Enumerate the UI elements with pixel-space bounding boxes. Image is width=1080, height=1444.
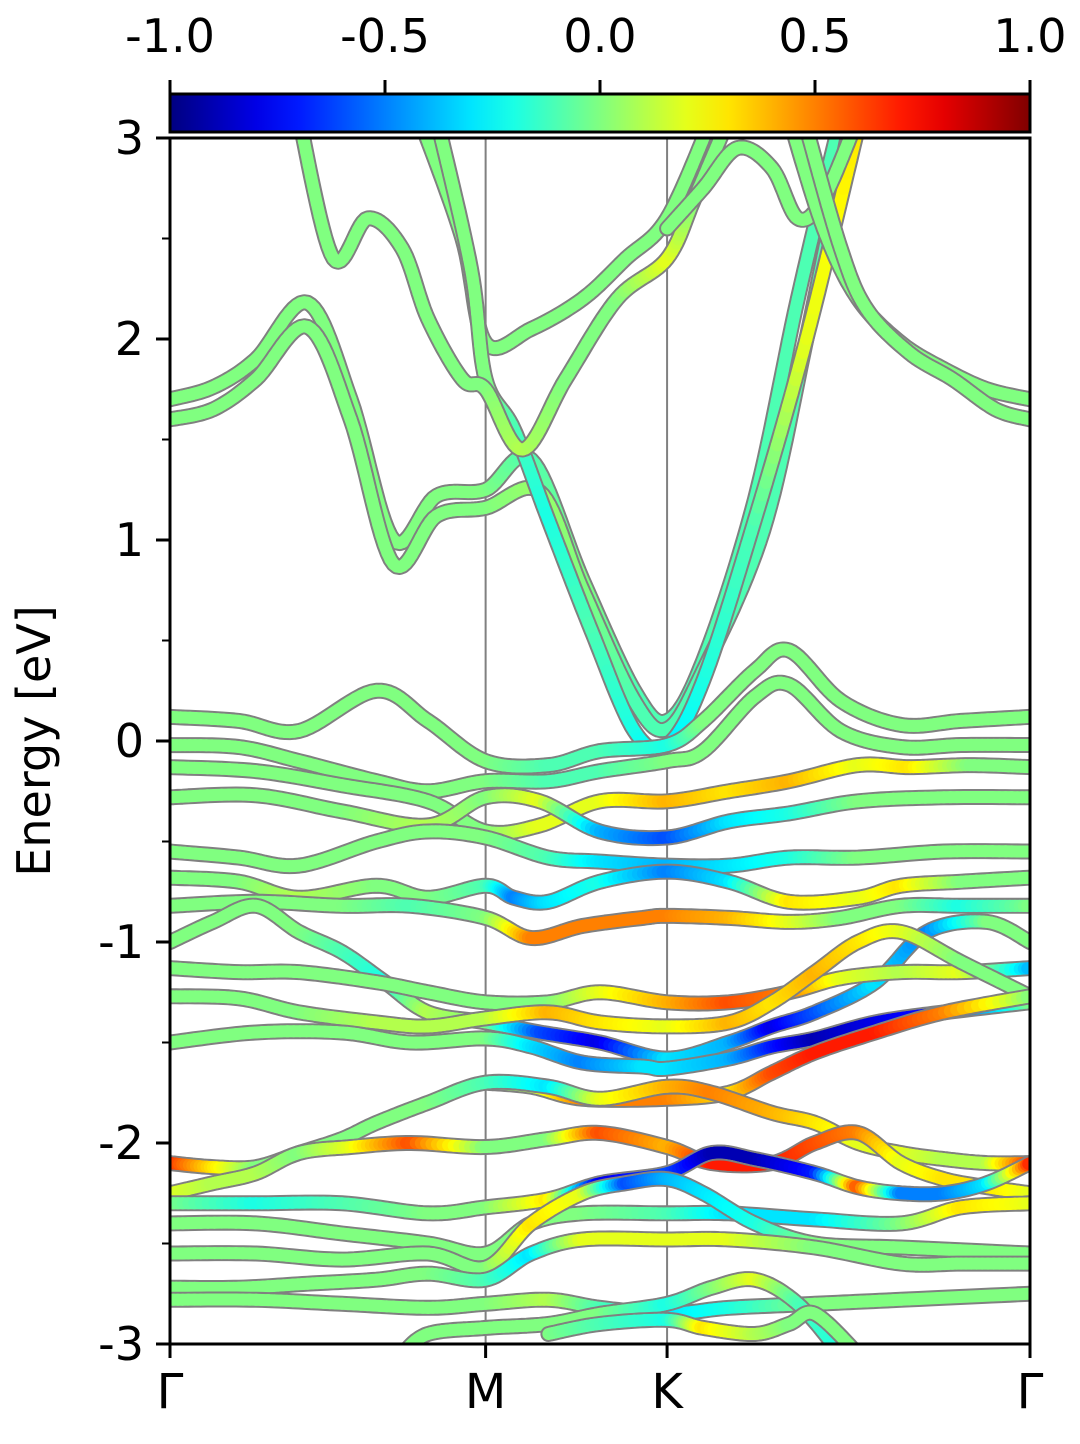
band-segment bbox=[404, 1351, 405, 1352]
band-segment bbox=[405, 1349, 406, 1350]
band-segment bbox=[408, 1346, 410, 1348]
colorbar-tick-label: -1.0 bbox=[125, 9, 215, 63]
band-16 bbox=[170, 968, 1030, 1004]
colorbar-tick-label: -0.5 bbox=[340, 9, 430, 63]
band-segment bbox=[407, 1348, 408, 1350]
colorbar-tick-label: 1.0 bbox=[993, 9, 1066, 63]
colorbar-tick-label: 0.5 bbox=[778, 9, 851, 63]
colorbar-gradient bbox=[170, 94, 1030, 132]
colorbar-tick-label: 0.0 bbox=[563, 9, 636, 63]
colorbar: -1.0 -0.5 0.0 0.5 1.0 bbox=[125, 9, 1066, 132]
band-segment bbox=[402, 1353, 403, 1354]
band-outline bbox=[299, 118, 729, 450]
band-segment bbox=[403, 1352, 404, 1353]
band-4 bbox=[299, 118, 729, 450]
band-segment bbox=[834, 1346, 836, 1349]
bands bbox=[170, 118, 1030, 1354]
